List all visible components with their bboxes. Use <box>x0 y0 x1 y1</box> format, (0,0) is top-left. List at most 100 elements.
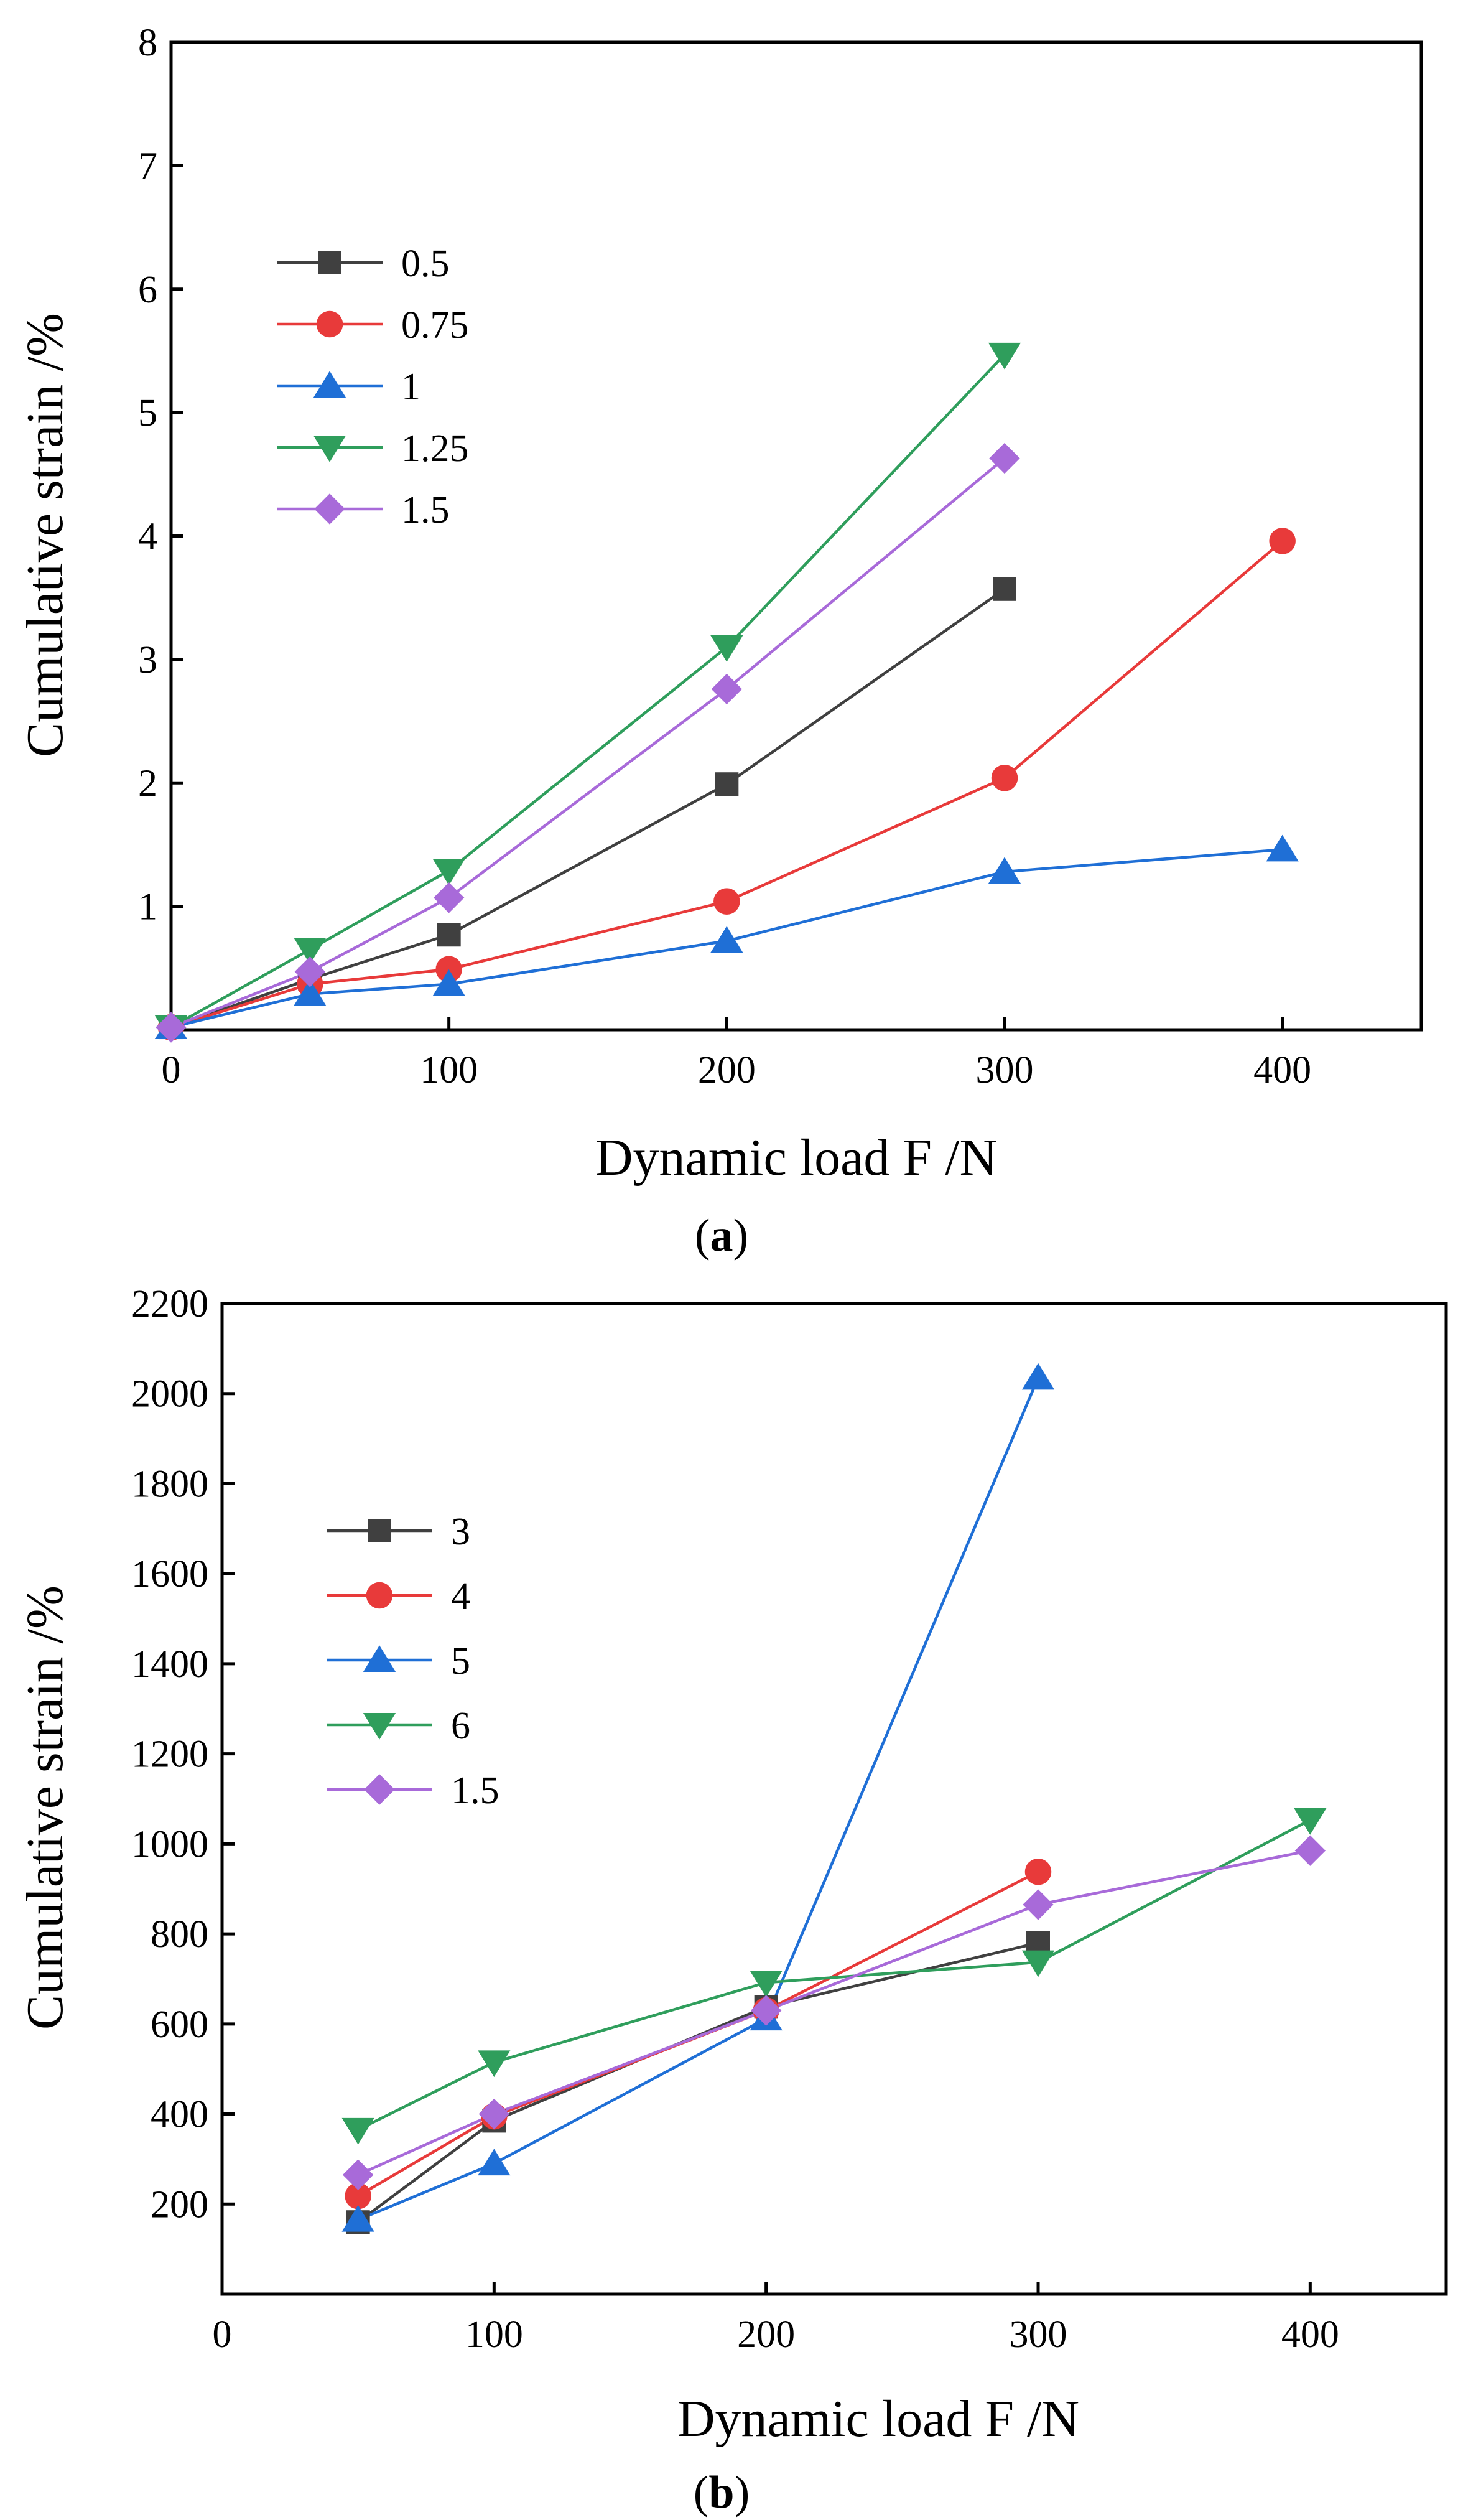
legend-marker-1 <box>313 371 346 398</box>
data-point-6 <box>1021 1950 1055 1977</box>
data-point-1.5 <box>294 956 326 987</box>
legend-label-4: 4 <box>451 1575 470 1618</box>
data-point-1 <box>710 926 743 953</box>
y-tick-label: 4 <box>138 516 157 558</box>
y-tick-label: 1600 <box>131 1553 208 1595</box>
data-point-0.75 <box>713 888 740 915</box>
data-point-1.5 <box>342 2159 374 2190</box>
caption-letter-b: b <box>708 2467 734 2518</box>
plot-frame-b <box>220 1302 1448 2296</box>
data-point-5 <box>478 2149 511 2176</box>
legend-marker-1.25 <box>313 436 346 462</box>
x-tick-label: 200 <box>698 1049 756 1091</box>
data-point-6 <box>478 2050 511 2078</box>
legend-marker-3 <box>368 1519 391 1542</box>
chart-panel-a: 0 100 200 300 400 1 2 3 4 5 6 7 8 0.5 0.75 1 1.25 1.5 D… <box>16 22 1423 1261</box>
legend-b: 3 4 5 6 1.5 <box>327 1511 499 1812</box>
x-axis-label-a: Dynamic load F /N <box>595 1129 997 1187</box>
y-axis-label-b: Cumulative strain /% <box>16 1585 74 2030</box>
data-point-1.5 <box>711 673 743 705</box>
y-tick-label: 7 <box>138 145 157 187</box>
x-tick-label: 400 <box>1281 2313 1339 2356</box>
legend-marker-5 <box>363 1645 396 1672</box>
data-point-1 <box>1266 834 1299 862</box>
series-layer-a <box>154 342 1299 1043</box>
caption-letter-a: a <box>710 1210 733 1261</box>
data-point-1 <box>432 969 465 996</box>
x-axis-a: 0 100 200 300 400 <box>162 1017 1311 1091</box>
x-tick-label: 0 <box>213 2313 232 2356</box>
series-line-0.75 <box>170 539 1284 1029</box>
y-tick-label: 2000 <box>131 1373 208 1416</box>
series-line-1 <box>170 848 1283 1029</box>
legend-label-0.5: 0.5 <box>401 243 450 285</box>
series-line-5 <box>357 1377 1040 2221</box>
x-tick-label: 0 <box>162 1049 181 1091</box>
y-tick-label: 3 <box>138 639 157 681</box>
x-axis-label-b: Dynamic load F /N <box>677 2390 1079 2448</box>
data-point-0.75 <box>991 765 1018 791</box>
data-point-1.5 <box>156 1012 187 1043</box>
series-layer-b <box>341 1363 1327 2234</box>
data-point-0.5 <box>715 772 739 796</box>
x-axis-b: 0 100 200 300 400 <box>213 2282 1339 2356</box>
data-point-0.75 <box>435 956 462 983</box>
y-tick-label: 1800 <box>131 1463 208 1505</box>
legend-label-1.25: 1.25 <box>401 427 469 470</box>
legend-label-6: 6 <box>451 1705 470 1747</box>
legend-label-1.5: 1.5 <box>401 489 450 531</box>
y-tick-label: 5 <box>138 392 157 434</box>
x-tick-label: 200 <box>737 2313 795 2356</box>
y-tick-label: 2 <box>138 762 157 805</box>
data-point-1.25 <box>294 938 327 964</box>
y-tick-label: 2200 <box>131 1283 208 1325</box>
legend-label-0.75: 0.75 <box>401 304 469 347</box>
data-point-4 <box>345 2182 371 2210</box>
legend-marker-0.5 <box>318 251 341 274</box>
data-point-6 <box>1294 1808 1327 1835</box>
caption-b: (b) <box>694 2467 750 2518</box>
data-point-1.5 <box>1294 1835 1326 1866</box>
data-point-1.5 <box>433 882 465 913</box>
x-tick-label: 400 <box>1253 1049 1311 1091</box>
x-tick-label: 100 <box>465 2313 523 2356</box>
x-tick-label: 100 <box>420 1049 478 1091</box>
legend-label-1: 1 <box>401 366 420 408</box>
legend-marker-1.5 <box>364 1774 395 1805</box>
data-point-1.25 <box>988 342 1021 370</box>
legend-label-1.5: 1.5 <box>451 1770 499 1812</box>
data-point-5 <box>341 2205 374 2232</box>
y-axis-label-a: Cumulative strain /% <box>16 313 74 757</box>
data-point-1.25 <box>710 635 743 662</box>
legend-label-3: 3 <box>451 1511 470 1553</box>
legend-marker-1.5 <box>314 493 345 525</box>
y-tick-label: 200 <box>151 2183 208 2226</box>
y-tick-label: 1 <box>138 886 157 928</box>
data-point-4 <box>1024 1858 1052 1885</box>
data-point-6 <box>341 2117 374 2145</box>
data-point-0.5 <box>993 577 1016 601</box>
data-point-1.5 <box>478 2098 510 2130</box>
data-point-1.25 <box>432 859 465 885</box>
y-tick-label: 400 <box>151 2094 208 2136</box>
data-point-0.5 <box>437 923 461 947</box>
data-point-5 <box>1021 1363 1055 1390</box>
data-point-6 <box>750 1971 783 1997</box>
legend-marker-0.75 <box>316 310 343 338</box>
x-tick-label: 300 <box>976 1049 1034 1091</box>
data-point-1 <box>988 857 1021 884</box>
y-tick-label: 800 <box>151 1913 208 1956</box>
y-tick-label: 1000 <box>131 1823 208 1865</box>
y-axis-b: 200 400 600 800 1000 1200 1400 1600 1800 2000 2200 <box>131 1283 235 2226</box>
legend-a: 0.5 0.75 1 1.25 1.5 <box>277 243 469 531</box>
y-tick-label: 600 <box>151 2004 208 2046</box>
data-point-0.75 <box>1269 528 1296 554</box>
legend-label-5: 5 <box>451 1640 470 1682</box>
y-axis-a: 1 2 3 4 5 6 7 8 <box>138 22 183 928</box>
data-point-1.5 <box>1023 1889 1054 1920</box>
caption-a: (a) <box>695 1210 748 1261</box>
legend-marker-6 <box>363 1713 396 1740</box>
y-tick-label: 1400 <box>131 1643 208 1686</box>
data-point-1.5 <box>989 442 1020 474</box>
